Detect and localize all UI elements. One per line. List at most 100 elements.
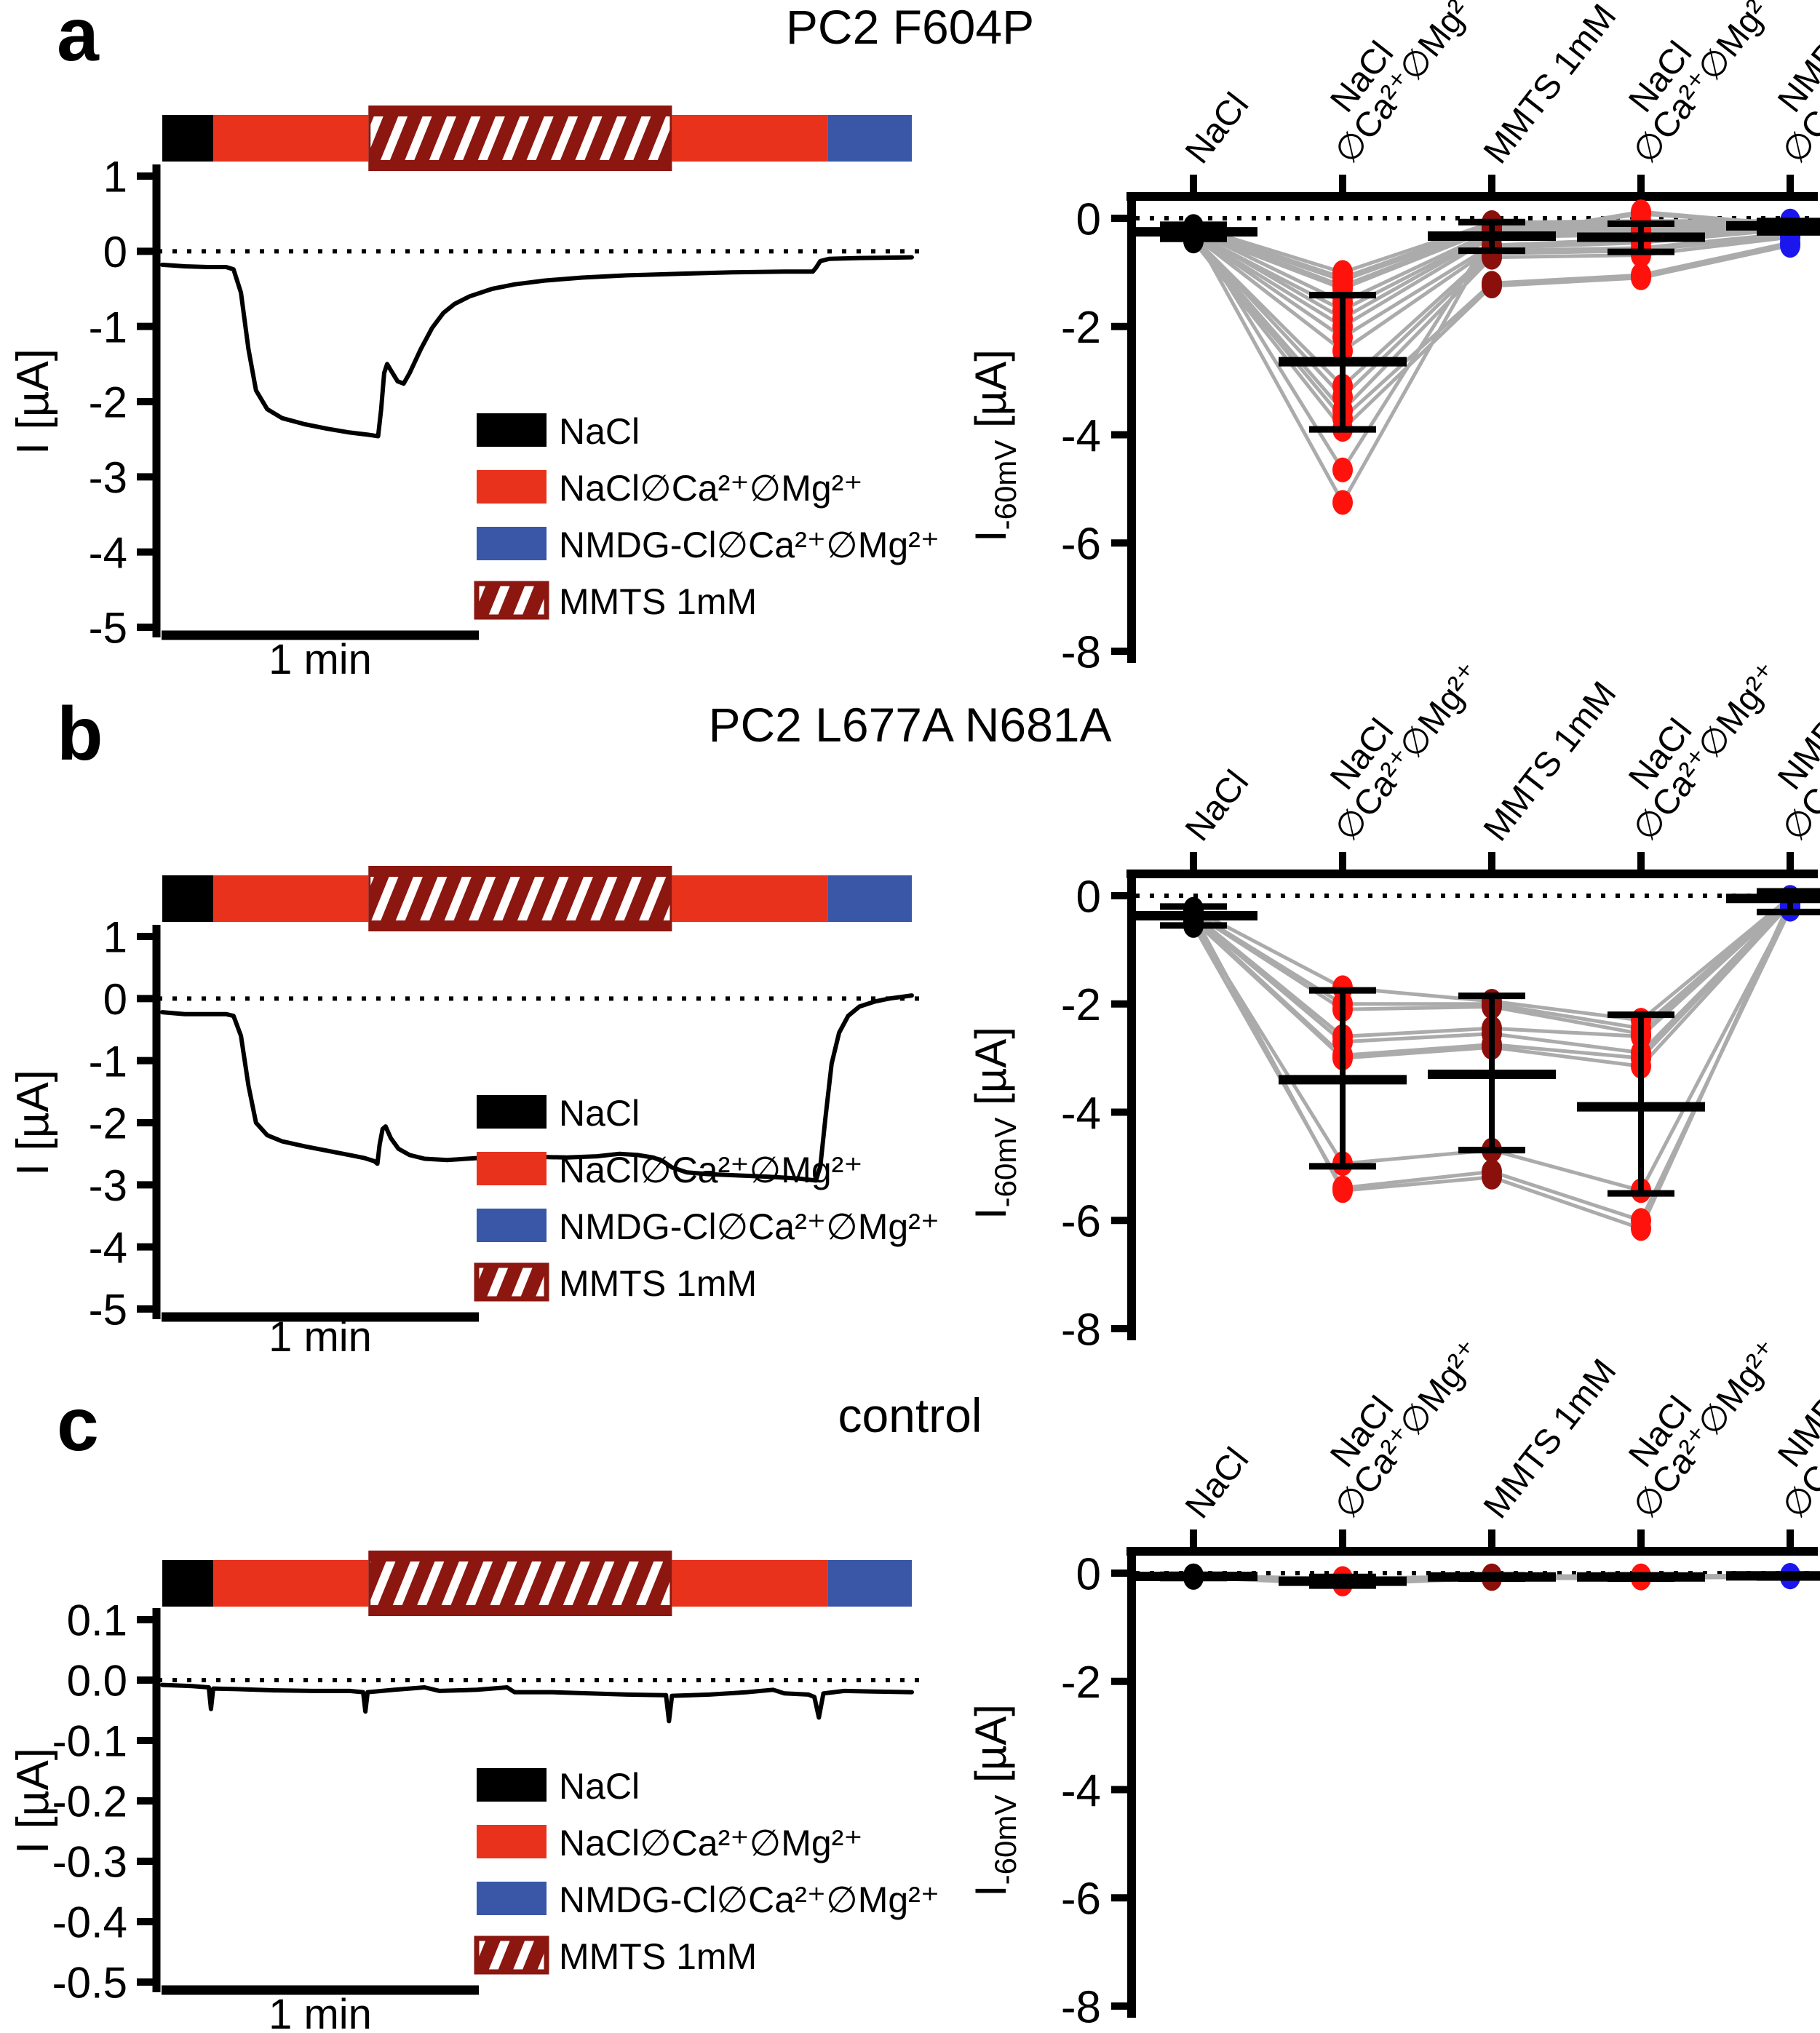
y-tick-label: -0.5 xyxy=(52,1959,127,2008)
solution-bar xyxy=(162,866,912,931)
y-tick-label: -1 xyxy=(89,303,127,351)
y-tick-label: 0 xyxy=(1076,872,1101,922)
y-axis: 0.1 0.0 -0.1 -0.2 -0.3 -0.4 -0.5 xyxy=(52,1596,161,2008)
category-label: NaCl xyxy=(1178,1441,1256,1526)
panel-b: b PC2 L677A N681A 1 0 -1 -2 -3 -4 -5 I [µA] NaCl… xyxy=(0,654,1820,1361)
category-label: NaCl∅Ca²⁺∅Mg²⁺ xyxy=(1300,0,1490,171)
trace-plot-a: 1 0 -1 -2 -3 -4 -5 I [µA] NaCl NaCl∅Ca²⁺∅Mg²⁺ NMDG… xyxy=(7,0,953,683)
data-point xyxy=(1631,199,1651,225)
y-tick-label: -1 xyxy=(89,1037,127,1086)
y-tick-label: 0 xyxy=(103,975,127,1024)
y-tick-label: 0.0 xyxy=(67,1657,127,1706)
scatter-plot-c: 0 -2 -4 -6 -8 NaCl NaCl∅Ca²⁺∅Mg²⁺ MMTS 1mM NaCl∅… xyxy=(961,1332,1820,2032)
legend-label: NMDG-Cl∅Ca²⁺∅Mg²⁺ xyxy=(559,1206,939,1247)
scatter-axes: 0 -2 -4 -6 -8 xyxy=(1061,1529,1818,2032)
legend-label: NaCl xyxy=(559,1766,640,1807)
category-label: NaCl xyxy=(1178,86,1256,171)
data-point xyxy=(1332,490,1353,515)
scatter-y-label: I-60mV [µA] xyxy=(966,349,1022,542)
bar-segment-blue xyxy=(827,115,912,162)
y-tick-label: -8 xyxy=(1061,1305,1101,1355)
scatter-y-label: I-60mV [µA] xyxy=(966,1704,1022,1897)
bar-segment-blue xyxy=(827,1560,912,1607)
scatter-axes: 0 -2 -4 -6 -8 xyxy=(1061,175,1818,677)
bar-segment-blue xyxy=(827,875,912,922)
category-label: NaCl∅Ca²⁺∅Mg²⁺ xyxy=(1598,0,1788,171)
bar-segment-red xyxy=(672,1560,828,1607)
bar-segment-red xyxy=(213,115,369,162)
y-tick-label: -2 xyxy=(1061,303,1101,353)
bar-segment-red xyxy=(672,115,828,162)
mean-error-bars xyxy=(1129,888,1820,1197)
legend-label: NaCl xyxy=(559,411,640,452)
scatter-plot-b: 0 -2 -4 -6 -8 NaCl NaCl∅Ca²⁺∅Mg²⁺ MMTS 1mM NaCl∅… xyxy=(961,654,1820,1355)
legend: NaCl NaCl∅Ca²⁺∅Mg²⁺ NMDG-Cl∅Ca²⁺∅Mg²⁺ MMTS … xyxy=(474,1766,939,1977)
legend: NaCl NaCl∅Ca²⁺∅Mg²⁺ NMDG-Cl∅Ca²⁺∅Mg²⁺ MMTS … xyxy=(474,1093,939,1304)
data-point xyxy=(1631,1216,1651,1241)
y-tick-label: -5 xyxy=(89,1286,127,1334)
legend-swatch-black xyxy=(477,1095,547,1129)
scale-bar-label: 1 min xyxy=(269,636,372,683)
panel-c: c control 0.1 0.0 -0.1 -0.2 -0.3 -0.4 -0.5 I [µ… xyxy=(0,1332,1820,2033)
legend-label: NMDG-Cl∅Ca²⁺∅Mg²⁺ xyxy=(559,1879,939,1920)
y-tick-label: -2 xyxy=(1061,1658,1101,1708)
legend-swatch-mmts xyxy=(474,1262,549,1302)
panel-letter-a: a xyxy=(57,0,99,77)
legend-swatch-mmts xyxy=(474,581,549,620)
bar-segment-black xyxy=(162,115,214,162)
y-tick-label: -4 xyxy=(1061,1089,1101,1139)
panel-a: a PC2 F604P 1 0 -1 -2 -3 -4 -5 I [µA] NaCl NaCl∅C… xyxy=(0,0,1820,683)
y-tick-label: -0.2 xyxy=(52,1778,127,1826)
y-tick-label: 0.1 xyxy=(67,1596,127,1645)
trace-plot-b: 1 0 -1 -2 -3 -4 -5 I [µA] NaCl NaCl∅Ca²⁺∅Mg²⁺ NMDG… xyxy=(7,677,953,1361)
legend-label: NaCl∅Ca²⁺∅Mg²⁺ xyxy=(559,1150,863,1190)
legend-swatch-red xyxy=(477,1825,547,1858)
trace-y-label: I [µA] xyxy=(8,1748,58,1854)
legend-swatch-red xyxy=(477,1152,547,1185)
panel-letter-b: b xyxy=(57,692,103,776)
y-tick-label: 1 xyxy=(103,913,127,962)
scale-bar-label: 1 min xyxy=(269,1991,372,2033)
y-tick-label: 1 xyxy=(103,153,127,202)
data-point xyxy=(1780,233,1800,258)
y-tick-label: -6 xyxy=(1061,520,1101,570)
y-tick-label: 0 xyxy=(103,228,127,276)
bar-segment-red xyxy=(213,1560,369,1607)
bar-segment-mmts-stripes xyxy=(370,116,670,160)
scale-bar-label: 1 min xyxy=(269,1313,372,1361)
y-tick-label: -0.4 xyxy=(52,1898,127,1947)
legend-label: MMTS 1mM xyxy=(559,1936,757,1977)
y-tick-label: -2 xyxy=(1061,980,1101,1030)
category-labels: NaCl NaCl∅Ca²⁺∅Mg²⁺MMTS 1mMNaCl∅Ca²⁺∅Mg²⁺… xyxy=(1178,0,1820,171)
y-tick-label: -5 xyxy=(89,604,127,653)
trace-y-label: I [µA] xyxy=(8,349,58,455)
legend-label: MMTS 1mM xyxy=(559,581,757,622)
bar-segment-red xyxy=(213,875,369,922)
scale-bar: 1 min xyxy=(162,1985,479,2033)
y-tick-label: -0.1 xyxy=(52,1717,127,1766)
panel-title-a: PC2 F604P xyxy=(785,0,1035,54)
panel-title-c: control xyxy=(838,1388,982,1442)
scale-bar: 1 min xyxy=(162,1312,479,1361)
data-point xyxy=(1332,1178,1353,1204)
category-label: MMTS 1mM xyxy=(1477,0,1624,171)
legend-swatch-black xyxy=(477,1768,547,1802)
y-tick-label: -2 xyxy=(89,378,127,427)
y-tick-label: -8 xyxy=(1061,1982,1101,2032)
data-point xyxy=(1332,457,1353,482)
current-trace xyxy=(160,255,914,439)
bar-segment-black xyxy=(162,875,214,922)
trace-y-label: I [µA] xyxy=(8,1070,58,1176)
legend-label: NaCl∅Ca²⁺∅Mg²⁺ xyxy=(559,468,863,509)
category-label: NaCl xyxy=(1178,763,1256,848)
trace-plot-c: 0.1 0.0 -0.1 -0.2 -0.3 -0.4 -0.5 I [µA] NaCl NaCl… xyxy=(7,1355,953,2033)
panel-title-b: PC2 L677A N681A xyxy=(708,698,1112,752)
legend: NaCl NaCl∅Ca²⁺∅Mg²⁺ NMDG-Cl∅Ca²⁺∅Mg²⁺ MMTS … xyxy=(474,411,939,622)
y-tick-label: 0 xyxy=(1076,1549,1101,1599)
bar-segment-black xyxy=(162,1560,214,1607)
trace-svg: 1 0 -1 -2 -3 -4 -5 I [µA] NaCl NaCl∅Ca²⁺∅Mg²⁺ NMDG… xyxy=(8,866,939,1361)
mean-error-bars xyxy=(1129,218,1820,433)
scatter-y-label: I-60mV [µA] xyxy=(966,1027,1022,1220)
bar-segment-mmts-stripes xyxy=(370,877,670,920)
